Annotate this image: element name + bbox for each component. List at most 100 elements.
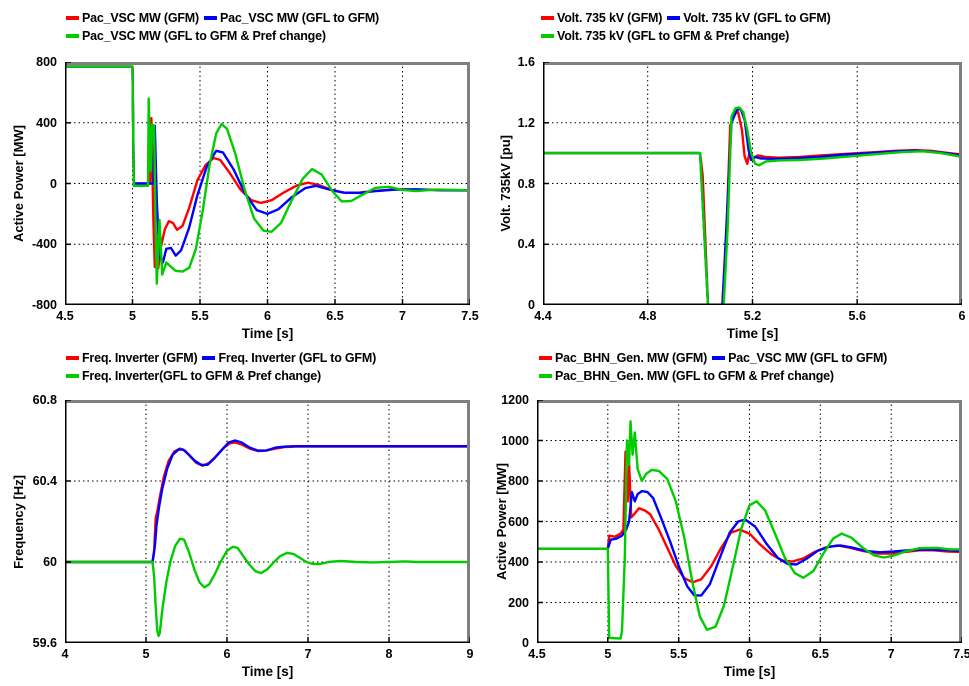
- plot-area: [65, 62, 470, 305]
- y-tick-label: 0.4: [517, 237, 535, 252]
- legend: Freq. Inverter (GFM) Freq. Inverter (GFL …: [66, 349, 381, 385]
- legend-swatch-red-icon: [541, 16, 554, 20]
- x-tick-label: 6: [746, 647, 753, 661]
- legend-label: Pac_VSC MW (GFL to GFM): [219, 11, 380, 25]
- series-line-green: [543, 106, 962, 305]
- axis-label-y: Frequency [Hz]: [9, 400, 27, 643]
- y-tick-label: 1000: [501, 433, 529, 448]
- y-tick-label: -800: [31, 298, 57, 312]
- series-line-green: [65, 65, 470, 285]
- legend-label: Pac_VSC MW (GFL to GFM & Pref change): [82, 29, 326, 43]
- legend-swatch-red-icon: [539, 356, 552, 360]
- x-tick-label: 8: [385, 647, 393, 661]
- series-line-green: [537, 420, 962, 640]
- legend-item: Volt. 735 kV (GFL to GFM & Pref change): [541, 29, 789, 43]
- legend-row: Freq. Inverter (GFM) Freq. Inverter (GFL …: [66, 349, 381, 367]
- x-tick-label: 6: [958, 309, 966, 323]
- legend-item: Freq. Inverter (GFM): [66, 351, 198, 365]
- legend-label: Pac_BHN_Gen. MW (GFL to GFM & Pref chang…: [555, 369, 834, 383]
- legend-item: Pac_VSC MW (GFM): [66, 11, 199, 25]
- legend-label: Pac_BHN_Gen. MW (GFM): [555, 351, 708, 365]
- legend-swatch-green-icon: [66, 374, 79, 378]
- x-tick-label: 4.8: [639, 309, 657, 323]
- legend-label: Freq. Inverter (GFM): [82, 351, 198, 365]
- legend-swatch-blue-icon: [202, 356, 216, 360]
- x-tick-label: 4.4: [534, 309, 552, 323]
- legend-item: Pac_VSC MW (GFL to GFM): [203, 11, 380, 25]
- legend-row: Pac_VSC MW (GFM) Pac_VSC MW (GFL to GFM): [66, 9, 384, 27]
- legend-row: Pac_BHN_Gen. MW (GFL to GFM & Pref chang…: [539, 367, 892, 385]
- y-tick-label: 0.8: [517, 176, 535, 191]
- axis-label-x: Time [s]: [241, 664, 294, 679]
- legend-item: Freq. Inverter (GFL to GFM): [202, 351, 376, 365]
- legend-swatch-red-icon: [66, 16, 79, 20]
- axis-label-x: Time [s]: [723, 664, 776, 679]
- legend-swatch-red-icon: [66, 356, 79, 360]
- y-tick-label: 1.2: [517, 115, 535, 130]
- series-line-red: [65, 441, 470, 564]
- legend-swatch-blue-icon: [712, 356, 726, 360]
- x-tick-label: 5.5: [191, 309, 209, 323]
- y-tick-label: -400: [31, 237, 57, 252]
- y-tick-label: 60.8: [32, 393, 57, 407]
- y-tick-label: 800: [508, 474, 529, 488]
- x-tick-label: 7.5: [953, 647, 969, 661]
- legend-row: Pac_VSC MW (GFL to GFM & Pref change): [66, 27, 384, 45]
- legend-item: Pac_BHN_Gen. MW (GFL to GFM & Pref chang…: [539, 369, 834, 383]
- y-tick-label: 800: [36, 55, 57, 69]
- legend-row: Freq. Inverter(GFL to GFM & Pref change): [66, 367, 381, 385]
- x-tick-label: 6.5: [326, 309, 344, 323]
- x-tick-label: 7: [399, 309, 406, 323]
- legend-label: Volt. 735 kV (GFL to GFM): [683, 11, 831, 25]
- legend-item: Pac_BHN_Gen. MW (GFM): [539, 351, 707, 365]
- x-tick-label: 9: [466, 647, 474, 661]
- legend-label: Pac_VSC MW (GFL to GFM): [728, 351, 888, 365]
- legend-row: Volt. 735 kV (GFM) Volt. 735 kV (GFL to G…: [541, 9, 836, 27]
- x-tick-label: 4.5: [56, 309, 74, 323]
- y-tick-label: 600: [508, 514, 529, 529]
- y-tick-label: 1200: [501, 393, 529, 407]
- series-line-blue: [65, 65, 470, 264]
- series-line-blue: [65, 439, 470, 564]
- x-tick-label: 4.5: [528, 647, 546, 661]
- x-tick-label: 7.5: [461, 309, 479, 323]
- y-tick-label: 1.6: [517, 55, 535, 69]
- y-tick-label: 200: [508, 595, 529, 610]
- legend-item: Pac_VSC MW (GFL to GFM): [712, 351, 887, 365]
- legend: Pac_BHN_Gen. MW (GFM) Pac_VSC MW (GFL to …: [539, 349, 892, 385]
- y-tick-label: 0: [50, 176, 57, 191]
- legend-swatch-blue-icon: [667, 16, 681, 20]
- legend-item: Freq. Inverter(GFL to GFM & Pref change): [66, 369, 321, 383]
- legend: Pac_VSC MW (GFM) Pac_VSC MW (GFL to GFM) P…: [66, 9, 384, 45]
- x-tick-label: 6: [264, 309, 271, 323]
- y-tick-label: 400: [36, 115, 57, 130]
- legend-label: Volt. 735 kV (GFL to GFM & Pref change): [557, 29, 790, 43]
- legend: Volt. 735 kV (GFM) Volt. 735 kV (GFL to G…: [541, 9, 836, 45]
- legend-swatch-blue-icon: [203, 16, 217, 20]
- x-tick-label: 7: [887, 647, 895, 661]
- x-tick-label: 5.5: [669, 647, 688, 661]
- plot-area: [537, 400, 962, 643]
- legend-label: Freq. Inverter (GFL to GFM): [218, 351, 377, 365]
- x-tick-label: 6.5: [811, 647, 830, 661]
- x-tick-label: 5: [129, 309, 136, 323]
- legend-row: Pac_BHN_Gen. MW (GFM) Pac_VSC MW (GFL to …: [539, 349, 892, 367]
- y-tick-label: 60: [43, 555, 57, 569]
- axis-label-x: Time [s]: [726, 326, 779, 341]
- plot-area: [65, 400, 470, 643]
- series-line-red: [543, 110, 962, 305]
- y-tick-label: 0: [522, 636, 529, 650]
- chart-panel: Freq. Inverter (GFM) Freq. Inverter (GFL …: [0, 343, 484, 686]
- axis-label-x: Time [s]: [241, 326, 294, 341]
- series-line-green: [65, 537, 470, 638]
- legend-label: Volt. 735 kV (GFM): [557, 11, 663, 25]
- legend-label: Freq. Inverter(GFL to GFM & Pref change): [82, 369, 322, 383]
- x-tick-label: 7: [304, 647, 312, 661]
- x-tick-label: 5.6: [848, 309, 866, 323]
- x-tick-label: 5: [604, 647, 612, 661]
- legend-swatch-green-icon: [539, 374, 552, 378]
- y-tick-label: 59.6: [32, 636, 57, 650]
- legend-label: Pac_VSC MW (GFM): [82, 11, 199, 25]
- x-tick-label: 5.2: [743, 309, 762, 323]
